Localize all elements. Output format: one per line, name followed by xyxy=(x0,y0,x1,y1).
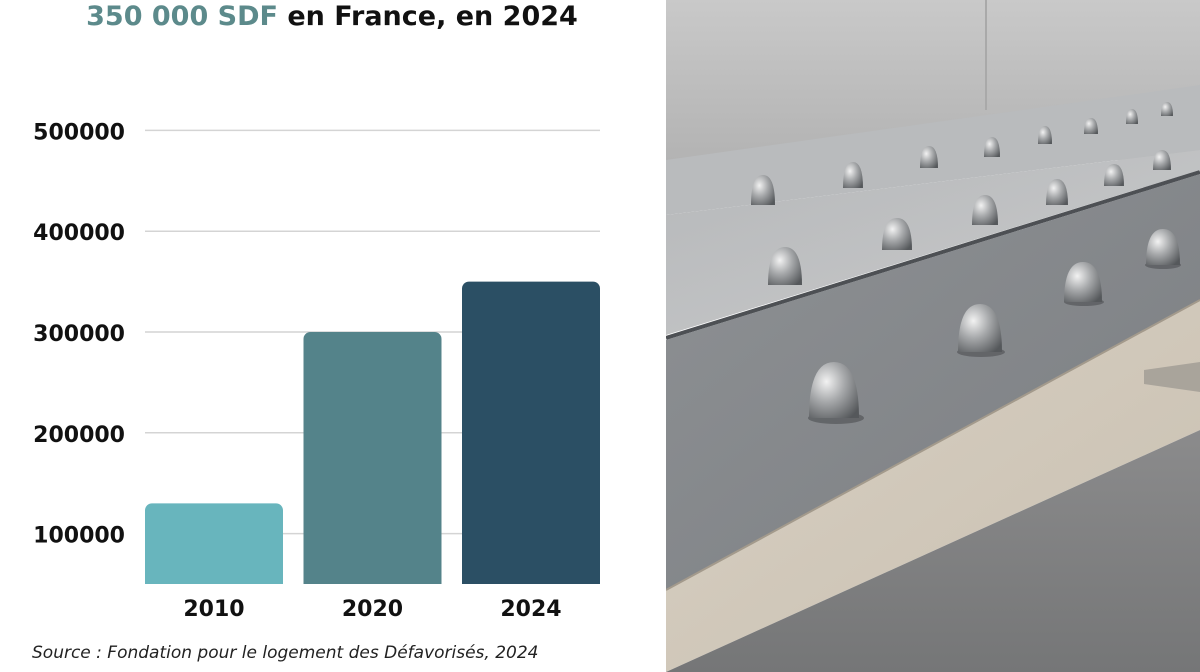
bar-base-2024 xyxy=(462,574,600,584)
x-tick-labels: 2010 2020 2024 xyxy=(183,597,561,622)
spike-row-front xyxy=(808,229,1181,424)
bar-base-2020 xyxy=(303,574,442,584)
chart-panel: 350 000 SDF en France, en 2024 100000 200… xyxy=(0,0,664,663)
bar-base-2010 xyxy=(145,574,283,584)
spike-row-middle xyxy=(768,150,1171,285)
title-rest: en France, en 2024 xyxy=(277,1,578,32)
y-tick-labels: 100000 200000 300000 400000 500000 xyxy=(33,120,125,548)
title-highlight: 350 000 SDF xyxy=(86,1,278,32)
x-tick-label: 2010 xyxy=(183,597,244,622)
spikes-photo-illustration xyxy=(666,0,1200,672)
y-tick-label: 500000 xyxy=(33,120,125,145)
chart-source: Source : Fondation pour le logement des … xyxy=(32,643,539,663)
spikes-photo xyxy=(666,0,1200,672)
bar-2020 xyxy=(303,332,442,584)
chart-title: 350 000 SDF en France, en 2024 xyxy=(0,0,664,34)
y-tick-label: 100000 xyxy=(33,524,125,549)
x-tick-label: 2024 xyxy=(500,597,561,622)
y-tick-label: 400000 xyxy=(33,221,125,246)
y-tick-label: 300000 xyxy=(33,322,125,347)
bar-2010 xyxy=(145,503,283,584)
x-tick-label: 2020 xyxy=(342,597,403,622)
y-tick-label: 200000 xyxy=(33,423,125,448)
bars xyxy=(145,281,600,584)
bar-2024 xyxy=(462,281,600,584)
spike-row-back xyxy=(751,102,1173,205)
